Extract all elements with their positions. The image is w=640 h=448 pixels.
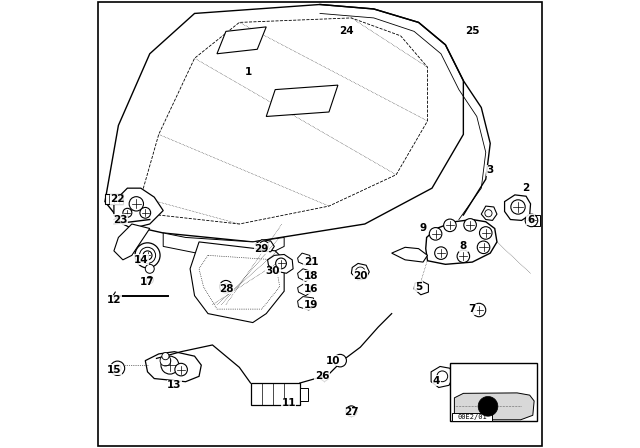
Bar — [105, 194, 123, 204]
Circle shape — [435, 247, 447, 259]
Circle shape — [145, 264, 154, 273]
Text: 18: 18 — [304, 271, 318, 280]
Text: 25: 25 — [465, 26, 479, 36]
Text: 1: 1 — [244, 67, 252, 77]
Text: 11: 11 — [282, 398, 296, 408]
Text: 7: 7 — [468, 304, 476, 314]
Polygon shape — [320, 375, 329, 382]
Bar — [250, 383, 300, 405]
Text: 22: 22 — [110, 194, 125, 204]
Circle shape — [260, 241, 269, 250]
Circle shape — [175, 363, 188, 376]
Circle shape — [485, 210, 492, 217]
Text: 12: 12 — [107, 295, 121, 305]
Circle shape — [143, 251, 152, 260]
Circle shape — [114, 365, 121, 372]
Polygon shape — [454, 393, 534, 420]
Text: 3: 3 — [486, 165, 494, 175]
Polygon shape — [105, 4, 463, 242]
Circle shape — [437, 371, 448, 382]
Circle shape — [110, 361, 125, 375]
Circle shape — [334, 354, 346, 367]
Circle shape — [525, 214, 538, 227]
Polygon shape — [414, 281, 428, 295]
Circle shape — [478, 396, 498, 416]
Text: 2: 2 — [522, 183, 530, 193]
Circle shape — [479, 227, 492, 239]
Text: 4: 4 — [433, 376, 440, 386]
Circle shape — [129, 197, 143, 211]
Polygon shape — [114, 188, 163, 228]
Text: 16: 16 — [304, 284, 318, 294]
Circle shape — [457, 250, 470, 263]
Circle shape — [140, 247, 156, 263]
Circle shape — [429, 228, 442, 240]
Text: 15: 15 — [107, 365, 121, 375]
Circle shape — [135, 243, 160, 268]
Circle shape — [140, 207, 150, 218]
Polygon shape — [268, 254, 293, 273]
Circle shape — [161, 356, 179, 374]
Circle shape — [123, 208, 132, 217]
Circle shape — [477, 241, 490, 254]
Text: 26: 26 — [315, 371, 330, 381]
Polygon shape — [392, 247, 428, 262]
Polygon shape — [145, 352, 201, 382]
Text: 20: 20 — [353, 271, 367, 280]
Polygon shape — [504, 195, 531, 220]
Polygon shape — [255, 240, 275, 252]
Polygon shape — [298, 269, 311, 281]
Polygon shape — [298, 297, 316, 310]
Circle shape — [444, 219, 456, 232]
Text: 00E2/01: 00E2/01 — [458, 414, 487, 420]
Circle shape — [223, 284, 229, 290]
Circle shape — [276, 258, 287, 269]
Text: 19: 19 — [304, 300, 318, 310]
Text: 13: 13 — [167, 380, 182, 390]
Polygon shape — [114, 224, 150, 260]
Text: 17: 17 — [140, 277, 155, 287]
Bar — [452, 413, 493, 421]
Circle shape — [146, 276, 154, 284]
Text: 30: 30 — [266, 266, 280, 276]
Polygon shape — [163, 233, 284, 255]
Text: 29: 29 — [255, 244, 269, 254]
Polygon shape — [298, 284, 311, 296]
Circle shape — [464, 219, 476, 231]
Text: 14: 14 — [134, 255, 148, 265]
Circle shape — [472, 303, 486, 317]
Polygon shape — [266, 85, 338, 116]
Bar — [450, 363, 538, 421]
Polygon shape — [190, 242, 284, 323]
Text: 21: 21 — [304, 257, 318, 267]
Text: 6: 6 — [527, 215, 534, 224]
Text: 10: 10 — [326, 356, 340, 366]
Polygon shape — [426, 220, 497, 264]
Text: 5: 5 — [415, 282, 422, 292]
Circle shape — [346, 406, 356, 417]
Text: 8: 8 — [460, 241, 467, 251]
Polygon shape — [217, 27, 266, 54]
Polygon shape — [298, 253, 311, 265]
Text: 24: 24 — [340, 26, 354, 36]
Polygon shape — [351, 263, 369, 280]
Bar — [300, 388, 308, 401]
Circle shape — [162, 353, 169, 360]
Circle shape — [220, 280, 232, 293]
Polygon shape — [481, 206, 497, 220]
Polygon shape — [431, 366, 454, 388]
Circle shape — [160, 355, 171, 366]
Text: 28: 28 — [219, 284, 233, 294]
Circle shape — [511, 200, 525, 214]
Text: 27: 27 — [344, 407, 358, 417]
Text: 9: 9 — [419, 224, 427, 233]
Bar — [530, 215, 540, 226]
Text: 23: 23 — [113, 215, 128, 224]
